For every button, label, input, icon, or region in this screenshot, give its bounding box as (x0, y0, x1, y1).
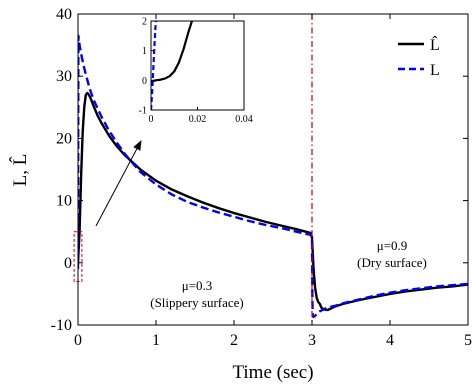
x-tick-label: 4 (386, 332, 394, 349)
legend-label-actual: L (430, 62, 440, 79)
annotation-slippery-text: (Slippery surface) (150, 295, 244, 310)
annotation-slippery: μ=0.3 (Slippery surface) (150, 278, 244, 310)
inset-series-line-estimate (151, 21, 194, 83)
zoom-arrow (95, 140, 142, 227)
plot-frame (77, 13, 469, 326)
y-tick-label: 0 (64, 255, 72, 272)
y-tick-label: 20 (56, 130, 72, 147)
x-axis-ticks: 0 1 2 3 4 5 (74, 14, 472, 349)
inset-y-tick-label: 0 (142, 76, 147, 87)
annotation-slippery-mu: μ=0.3 (182, 278, 213, 293)
inset-x-tick-label: 0 (149, 114, 154, 125)
x-tick-label: 3 (308, 332, 316, 349)
series-line-actual (78, 34, 468, 319)
x-tick-label: 1 (152, 332, 160, 349)
plot-background (78, 14, 468, 325)
y-tick-label: 40 (56, 6, 72, 23)
inset-x-tick-label: 0.04 (235, 114, 253, 125)
series-line-estimate (78, 91, 468, 312)
x-tick-label: 2 (230, 332, 238, 349)
inset-x-tick-label: 0.02 (189, 114, 207, 125)
y-tick-label: 10 (56, 193, 72, 210)
annotation-dry-text: (Dry surface) (357, 255, 427, 270)
x-axis-title: Time (sec) (232, 362, 313, 383)
legend-label-estimate: L̂ (430, 35, 440, 54)
legend: L̂ L (398, 35, 440, 79)
y-tick-label: 30 (56, 68, 72, 85)
x-tick-label: 0 (74, 332, 82, 349)
y-tick-label: -10 (51, 317, 72, 334)
inset-background (151, 21, 244, 110)
annotation-dry: μ=0.9 (Dry surface) (357, 238, 427, 270)
main-series-group (78, 34, 468, 319)
inset-y-tick-label: 1 (142, 46, 147, 57)
inset-y-tick-label: -1 (139, 106, 147, 117)
inset-y-tick-label: 2 (142, 17, 147, 28)
inset-y-ticks: -1 0 1 2 (139, 17, 154, 117)
y-axis-title: L, L̂ (9, 154, 31, 187)
annotation-dry-mu: μ=0.9 (377, 238, 408, 253)
x-tick-label: 5 (464, 332, 472, 349)
